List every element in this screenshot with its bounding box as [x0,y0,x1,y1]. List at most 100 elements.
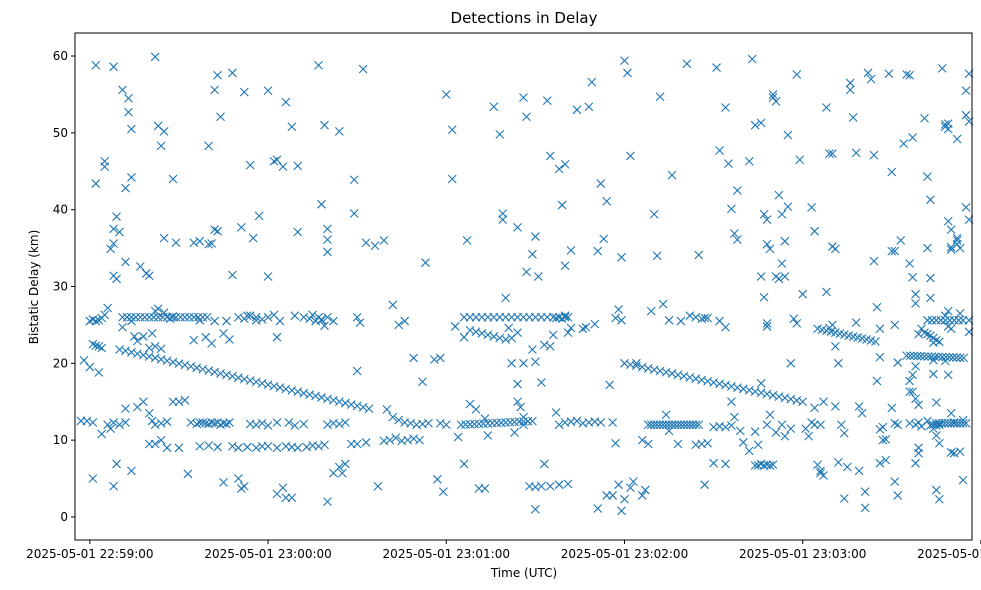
data-point [140,312,150,322]
x-tick-label: 2025-05-01 23:02:00 [561,547,688,561]
data-point [456,420,466,430]
data-point [290,421,300,430]
data-point [388,300,398,310]
data-point [225,418,234,427]
data-point [727,381,736,391]
data-point [908,272,917,282]
data-point [551,408,561,417]
data-point [171,238,181,248]
data-point [727,397,736,407]
data-point [198,418,208,427]
data-point [676,316,686,326]
data-point [130,332,139,341]
data-point [747,54,757,64]
data-point [453,432,463,442]
data-point [352,366,362,376]
data-point [519,358,528,368]
data-point [587,77,597,87]
data-point [180,312,190,322]
data-point [729,412,739,422]
data-point [887,167,897,177]
data-point [388,412,398,422]
data-point [750,120,760,130]
data-point [946,324,956,334]
data-point [489,332,499,341]
data-point [608,418,617,427]
data-point [299,312,309,322]
y-tick-label: 30 [53,280,68,294]
data-point [869,150,879,160]
data-point [293,443,303,453]
data-point [522,112,531,122]
data-point [771,428,781,437]
data-point [744,156,754,166]
data-point [263,272,273,281]
data-point [461,420,470,429]
y-axis: 0 10 20 30 40 50 60 [53,49,75,524]
data-point [156,141,166,151]
data-point [112,212,121,221]
data-point [721,422,730,432]
data-point [931,315,941,325]
data-point [661,410,671,420]
data-point [210,85,219,95]
data-point [923,172,932,182]
data-point [349,209,359,218]
data-point [685,373,695,382]
data-point [911,289,920,299]
data-point [828,242,837,251]
data-point [828,320,837,330]
data-point [447,125,457,135]
data-point [943,119,953,129]
data-point [176,312,185,322]
data-point [836,420,846,430]
data-point [566,246,576,255]
data-point [958,415,968,425]
data-point [236,222,246,232]
data-point [926,195,935,205]
data-point [703,313,713,323]
data-point [584,102,594,112]
data-point [257,418,267,428]
data-point [735,426,745,436]
data-point [649,365,659,375]
data-point [183,469,193,479]
data-point [219,477,228,487]
data-point [928,338,938,347]
data-point [608,491,617,500]
data-point [210,316,219,326]
data-point [694,420,704,430]
data-point [685,311,695,321]
data-point [721,322,730,332]
data-point [352,312,362,322]
data-point [744,446,754,456]
data-point [222,316,231,326]
data-point [881,434,891,444]
data-point [340,418,350,427]
data-point [626,151,635,161]
data-point [905,418,915,428]
data-point [501,418,511,427]
data-point [91,179,101,188]
data-point [150,420,160,430]
data-point [542,96,552,105]
data-point [385,435,395,445]
y-tick-label: 40 [53,203,68,217]
data-point [732,186,742,195]
data-point [222,419,231,429]
data-point [251,420,261,430]
data-point [174,397,184,407]
data-point [661,367,671,377]
data-point [611,438,620,448]
data-point [664,426,674,436]
data-point [379,236,389,245]
data-point [153,304,163,314]
data-point [257,315,267,324]
data-point [186,362,196,371]
data-point [409,434,418,443]
data-point [228,270,237,280]
data-point [323,235,332,245]
data-point [450,322,460,331]
data-point [112,459,121,469]
data-point [124,93,133,103]
